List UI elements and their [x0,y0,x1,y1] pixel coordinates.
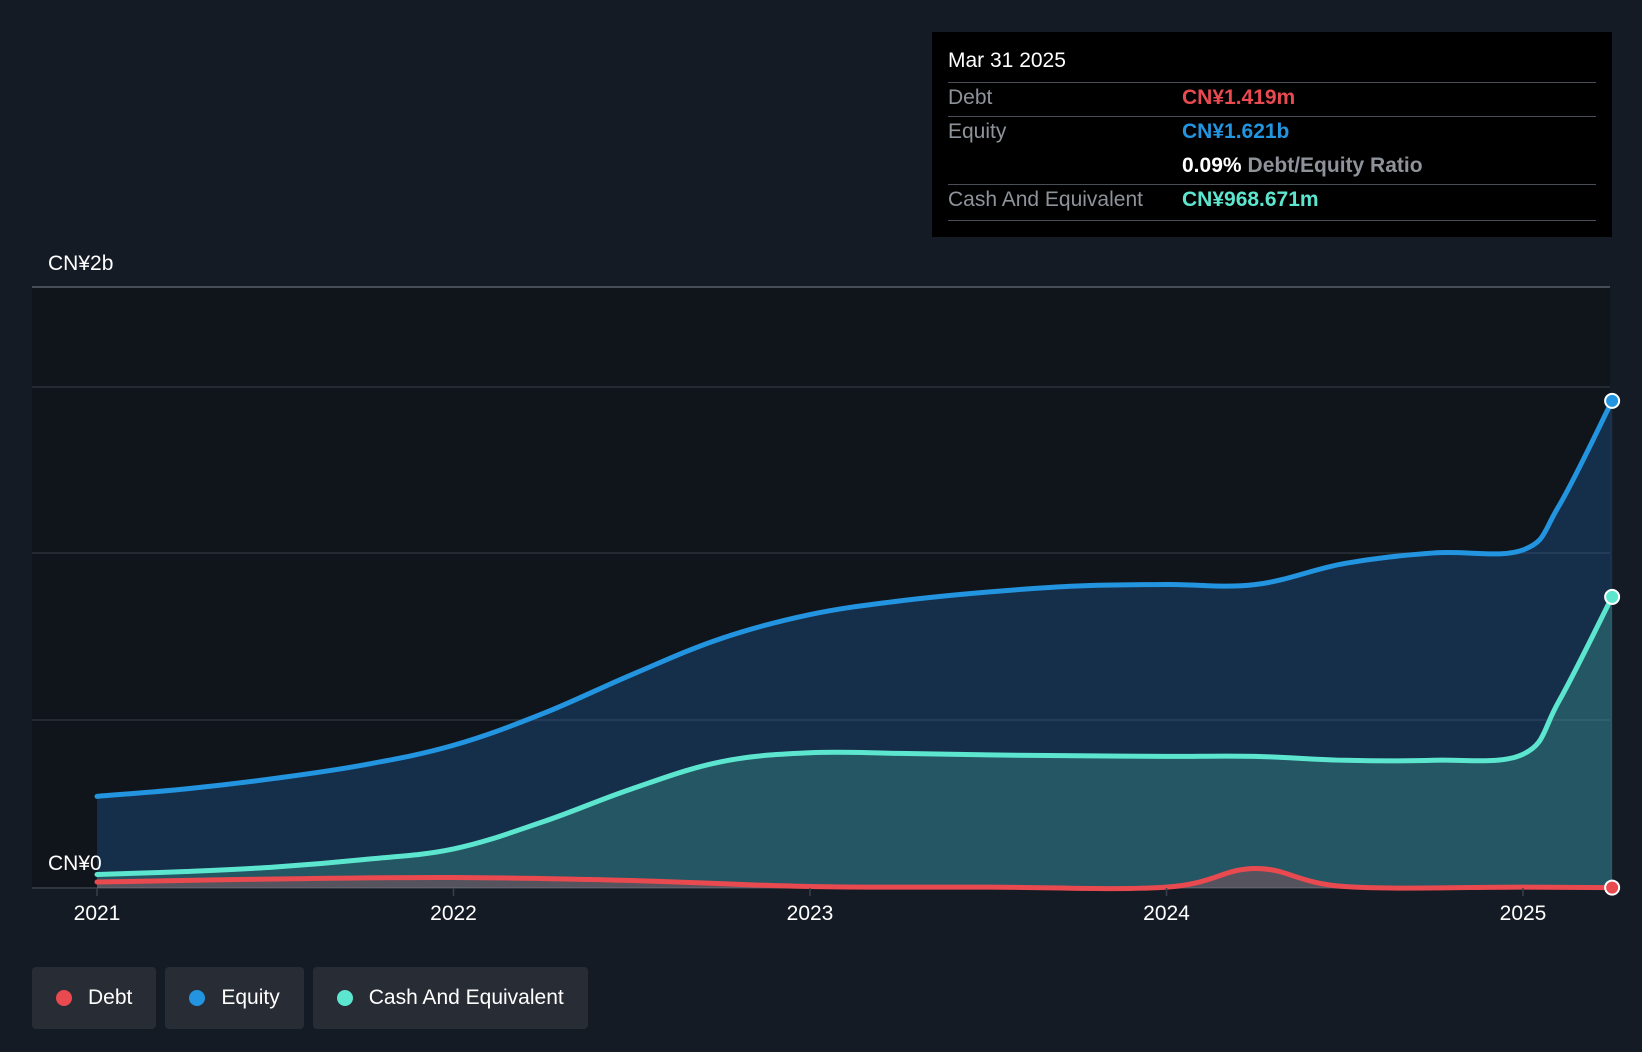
legend-item-debt[interactable]: Debt [32,967,157,1029]
tooltip-divider [948,220,1596,221]
tooltip-divider [948,184,1596,185]
legend-label-equity: Equity [221,986,280,1009]
tooltip-debt-value: CN¥1.419m [1182,86,1296,109]
area-cash-and-equivalent [97,596,1613,888]
tooltip-panel: Mar 31 2025 Debt CN¥1.419m Equity CN¥1.6… [932,32,1612,237]
equity-dot-icon [189,990,206,1006]
series-line-equity [94,398,1615,799]
end-marker-cash-and-equivalent [1604,588,1621,605]
series-line-debt [94,865,1615,892]
y-axis-label-bottom: CN¥0 [48,852,102,875]
tooltip-date: Mar 31 2025 [948,49,1066,72]
cash-dot-icon [336,990,353,1006]
end-marker-equity [1604,392,1621,409]
y-axis-label-top: CN¥2b [48,252,113,275]
tooltip-cash-value: CN¥968.671m [1182,188,1319,211]
series-line-cash-and-equivalent [94,594,1615,877]
end-marker-debt [1604,879,1621,896]
legend-label-debt: Debt [88,986,133,1009]
tooltip-ratio: 0.09% Debt/Equity Ratio [1182,154,1423,178]
tooltip-debt-label: Debt [948,86,993,109]
area-equity [97,400,1613,888]
legend-item-equity[interactable]: Equity [165,967,304,1029]
x-tick-label: 2022 [430,902,477,925]
debt-dot-icon [56,990,72,1006]
tooltip-ratio-value: 0.09% [1182,154,1242,177]
tooltip-cash-label: Cash And Equivalent [948,188,1143,211]
tooltip-ratio-label: Debt/Equity Ratio [1247,154,1423,177]
legend-label-cash: Cash And Equivalent [368,986,564,1009]
x-tick-label: 2025 [1500,902,1547,925]
tooltip-equity-value: CN¥1.621b [1182,120,1290,143]
tooltip-divider [948,116,1596,117]
x-tick-label: 2021 [74,902,121,925]
x-tick-label: 2024 [1143,902,1190,925]
tooltip-divider [948,82,1596,83]
legend: Debt Equity Cash And Equivalent [32,967,588,1029]
legend-item-cash[interactable]: Cash And Equivalent [312,967,588,1029]
tooltip-equity-label: Equity [948,120,1007,143]
x-tick-label: 2023 [787,902,834,925]
